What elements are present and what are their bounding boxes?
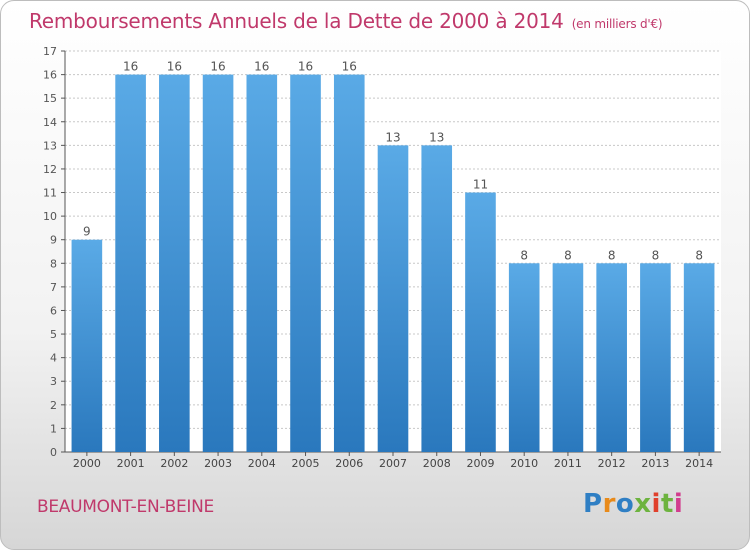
data-label: 16 <box>342 60 357 74</box>
data-label: 11 <box>473 178 488 192</box>
x-tick-label: 2002 <box>160 457 188 470</box>
y-tick-label: 1 <box>50 422 57 435</box>
y-tick-label: 2 <box>50 399 57 412</box>
bar <box>596 263 627 452</box>
chart-subtitle: (en milliers d'€) <box>571 17 663 31</box>
logo-letter: i <box>651 489 661 519</box>
data-label: 8 <box>652 248 660 262</box>
y-tick-label: 14 <box>43 116 57 129</box>
y-tick-label: 17 <box>43 45 57 58</box>
x-tick-label: 2003 <box>204 457 232 470</box>
y-tick-label: 12 <box>43 163 57 176</box>
logo-letter: r <box>602 489 616 519</box>
logo-letter: x <box>634 489 652 519</box>
y-tick-label: 10 <box>43 210 57 223</box>
x-tick-label: 2012 <box>598 457 626 470</box>
chart-title: Remboursements Annuels de la Dette de 20… <box>29 9 564 33</box>
x-tick-label: 2006 <box>335 457 363 470</box>
x-tick-label: 2011 <box>554 457 582 470</box>
bar <box>202 74 234 453</box>
data-label: 8 <box>695 248 703 262</box>
x-tick-label: 2004 <box>248 457 276 470</box>
y-tick-label: 11 <box>43 187 57 200</box>
x-tick-label: 2000 <box>73 457 101 470</box>
data-label: 13 <box>385 130 400 144</box>
bar <box>421 145 453 452</box>
logo-letter: P <box>583 489 603 519</box>
bar <box>246 74 278 453</box>
x-tick-label: 2009 <box>466 457 494 470</box>
data-label: 16 <box>123 60 138 74</box>
bar <box>683 263 715 452</box>
data-label: 13 <box>429 130 444 144</box>
bar <box>290 74 321 453</box>
y-tick-label: 3 <box>50 375 57 388</box>
logo-letter: i <box>673 489 684 519</box>
x-tick-label: 2007 <box>379 457 407 470</box>
data-label: 9 <box>83 225 91 239</box>
y-tick-label: 15 <box>43 92 57 105</box>
bar <box>333 74 365 453</box>
data-label: 16 <box>167 60 182 74</box>
y-tick-label: 13 <box>43 139 57 152</box>
logo-letter: o <box>615 489 635 519</box>
bar <box>159 74 190 453</box>
y-tick-label: 5 <box>50 328 57 341</box>
y-tick-label: 7 <box>50 281 57 294</box>
bar <box>465 192 496 452</box>
x-tick-label: 2013 <box>641 457 669 470</box>
y-tick-label: 9 <box>50 234 57 247</box>
y-tick-label: 16 <box>43 69 57 82</box>
data-label: 8 <box>608 248 616 262</box>
y-tick-label: 8 <box>50 257 57 270</box>
y-tick-label: 0 <box>50 446 57 459</box>
x-tick-label: 2005 <box>292 457 320 470</box>
data-label: 8 <box>564 248 572 262</box>
x-tick-label: 2008 <box>423 457 451 470</box>
bar <box>377 145 409 452</box>
x-tick-label: 2001 <box>117 457 145 470</box>
data-label: 16 <box>210 60 225 74</box>
place-name: BEAUMONT-EN-BEINE <box>37 497 214 517</box>
proxiti-logo: Proxiti <box>583 489 683 519</box>
bar <box>71 239 103 452</box>
data-label: 16 <box>254 60 269 74</box>
data-label: 16 <box>298 60 313 74</box>
y-tick-label: 4 <box>50 352 57 365</box>
x-tick-label: 2014 <box>685 457 713 470</box>
logo-letter: t <box>660 489 674 519</box>
x-tick-label: 2010 <box>510 457 538 470</box>
y-tick-label: 6 <box>50 304 57 317</box>
bar <box>640 263 671 452</box>
data-label: 8 <box>520 248 528 262</box>
bar <box>115 74 146 453</box>
bar <box>508 263 540 452</box>
chart-title-block: Remboursements Annuels de la Dette de 20… <box>29 9 663 33</box>
bar <box>552 263 584 452</box>
